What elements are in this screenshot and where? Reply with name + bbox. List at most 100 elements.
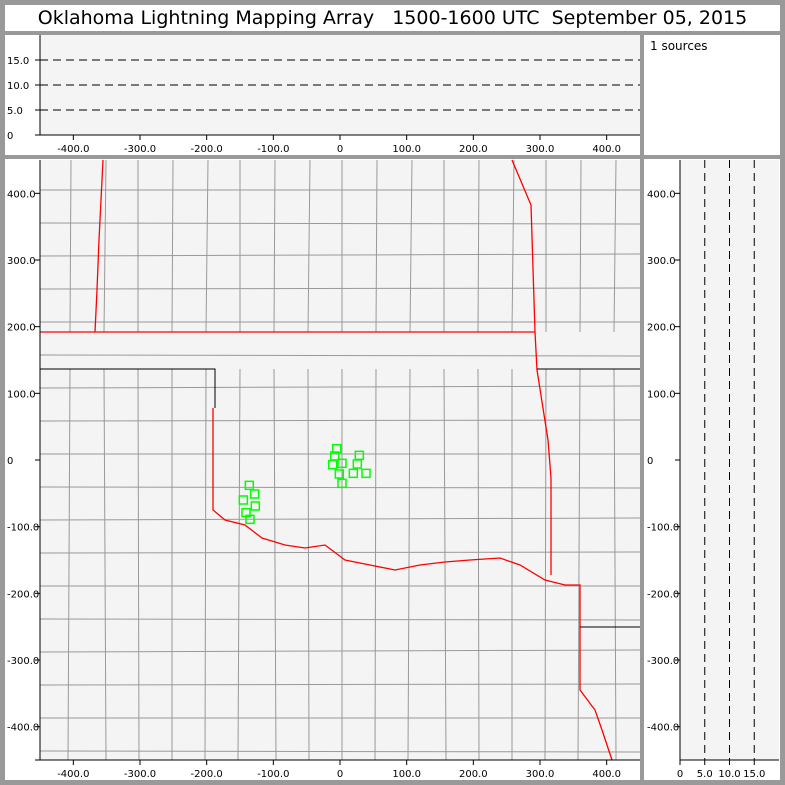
map-y-tick-label: 0: [7, 456, 13, 467]
top-y-tick-label: 10.0: [7, 81, 29, 92]
county-boundaries: [39, 159, 641, 761]
map-x-tick-label: -400.0: [57, 769, 89, 780]
map-x-tick-label: -300.0: [124, 769, 156, 780]
right-y-tick-label: 400.0: [647, 189, 676, 200]
station-marker: [249, 489, 260, 499]
sources-box: [644, 35, 780, 155]
county-line: [544, 368, 547, 761]
map-x-tick-label: -100.0: [257, 769, 289, 780]
county-line: [307, 159, 311, 333]
station-marker: [337, 478, 347, 489]
county-line: [477, 368, 480, 761]
county-line: [103, 368, 107, 761]
county-line: [613, 368, 617, 761]
state-border: [40, 368, 216, 408]
map-y-tick-label: 200.0: [7, 323, 36, 334]
right-y-tick-label: 300.0: [647, 256, 676, 267]
top-x-tick-label: -200.0: [191, 144, 223, 155]
right-y-tick-label: 100.0: [647, 389, 676, 400]
map-y-tick-label: -300.0: [7, 656, 39, 667]
county-line: [577, 368, 581, 761]
county-line: [39, 287, 641, 290]
top-x-tick-label: -100.0: [257, 144, 289, 155]
station-marker: [337, 458, 347, 469]
state-border: [94, 159, 104, 333]
station-marker: [327, 459, 338, 470]
top-x-tick-label: -400.0: [57, 144, 89, 155]
station-marker: [348, 468, 359, 479]
map-x-tick-label: -200.0: [191, 769, 223, 780]
station-marker: [352, 459, 363, 469]
county-line: [39, 354, 641, 357]
county-line: [137, 368, 140, 761]
county-line: [39, 551, 641, 554]
sources-count: 1 sources: [650, 39, 708, 53]
map-x-tick-label: 100.0: [392, 769, 421, 780]
top-x-tick-label: 400.0: [592, 144, 621, 155]
station-marker: [250, 501, 261, 511]
right-y-tick-label: -400.0: [647, 723, 679, 734]
chart-title: Oklahoma Lightning Mapping Array 1500-16…: [5, 5, 780, 31]
station-marker: [361, 468, 371, 479]
county-line: [273, 368, 277, 761]
top-x-tick-label: 200.0: [459, 144, 488, 155]
top-x-tick-label: 0: [337, 144, 343, 155]
right-x-tick-label: 10.0: [718, 769, 740, 780]
map-y-tick-label: -100.0: [7, 523, 39, 534]
county-line: [477, 159, 480, 333]
top-y-tick-label: 5.0: [7, 106, 23, 117]
station-markers: [238, 443, 371, 525]
county-line: [39, 253, 641, 257]
top-x-tick-label: 300.0: [526, 144, 555, 155]
station-marker: [334, 469, 345, 479]
top-x-tick-label: -300.0: [124, 144, 156, 155]
county-line: [103, 159, 107, 333]
map-y-tick-label: -200.0: [7, 589, 39, 600]
right-y-tick-label: 200.0: [647, 323, 676, 334]
county-line: [374, 368, 377, 761]
county-line: [443, 368, 447, 761]
county-line: [39, 618, 641, 621]
map-y-tick-label: 300.0: [7, 256, 36, 267]
county-line: [273, 159, 276, 333]
county-line: [204, 368, 207, 761]
axes: -400.0 -300.0 -200.0 -100.0 0 100.0 200.0 300.0…: [7, 35, 779, 780]
station-marker: [245, 514, 255, 525]
map-y-tick-label: -400.0: [7, 723, 39, 734]
county-line: [237, 368, 241, 761]
county-line: [39, 222, 641, 225]
county-line: [171, 159, 174, 333]
county-line: [375, 159, 378, 333]
right-x-tick-label: 5.0: [697, 769, 713, 780]
right-y-tick-label: -100.0: [647, 523, 679, 534]
county-line: [205, 159, 209, 333]
county-line: [307, 368, 310, 761]
county-line: [511, 159, 515, 333]
county-line: [39, 517, 641, 521]
state-boundaries: [40, 159, 640, 761]
top-y-tick-label: 15.0: [7, 56, 29, 67]
right-y-tick-label: 0: [647, 456, 653, 467]
top-x-tick-label: 100.0: [392, 144, 421, 155]
state-border: [511, 159, 552, 575]
station-marker: [244, 480, 255, 491]
map-y-tick-label: 400.0: [7, 189, 36, 200]
map-x-tick-label: 200.0: [459, 769, 488, 780]
top-y-tick-label: 0: [7, 131, 13, 142]
map-x-tick-label: 400.0: [592, 769, 621, 780]
right-y-tick-label: -200.0: [647, 589, 679, 600]
right-x-tick-label: 15.0: [743, 769, 765, 780]
county-line: [613, 159, 617, 333]
county-line: [39, 750, 641, 753]
state-border: [212, 408, 613, 761]
station-marker: [238, 495, 249, 505]
county-line: [409, 159, 413, 333]
county-line: [67, 368, 71, 761]
map-y-tick-label: 100.0: [7, 389, 36, 400]
right-x-tick-label: 0: [677, 769, 683, 780]
county-line: [39, 649, 641, 653]
map-x-tick-label: 0: [337, 769, 343, 780]
map-x-tick-label: 300.0: [526, 769, 555, 780]
county-line: [69, 159, 72, 333]
